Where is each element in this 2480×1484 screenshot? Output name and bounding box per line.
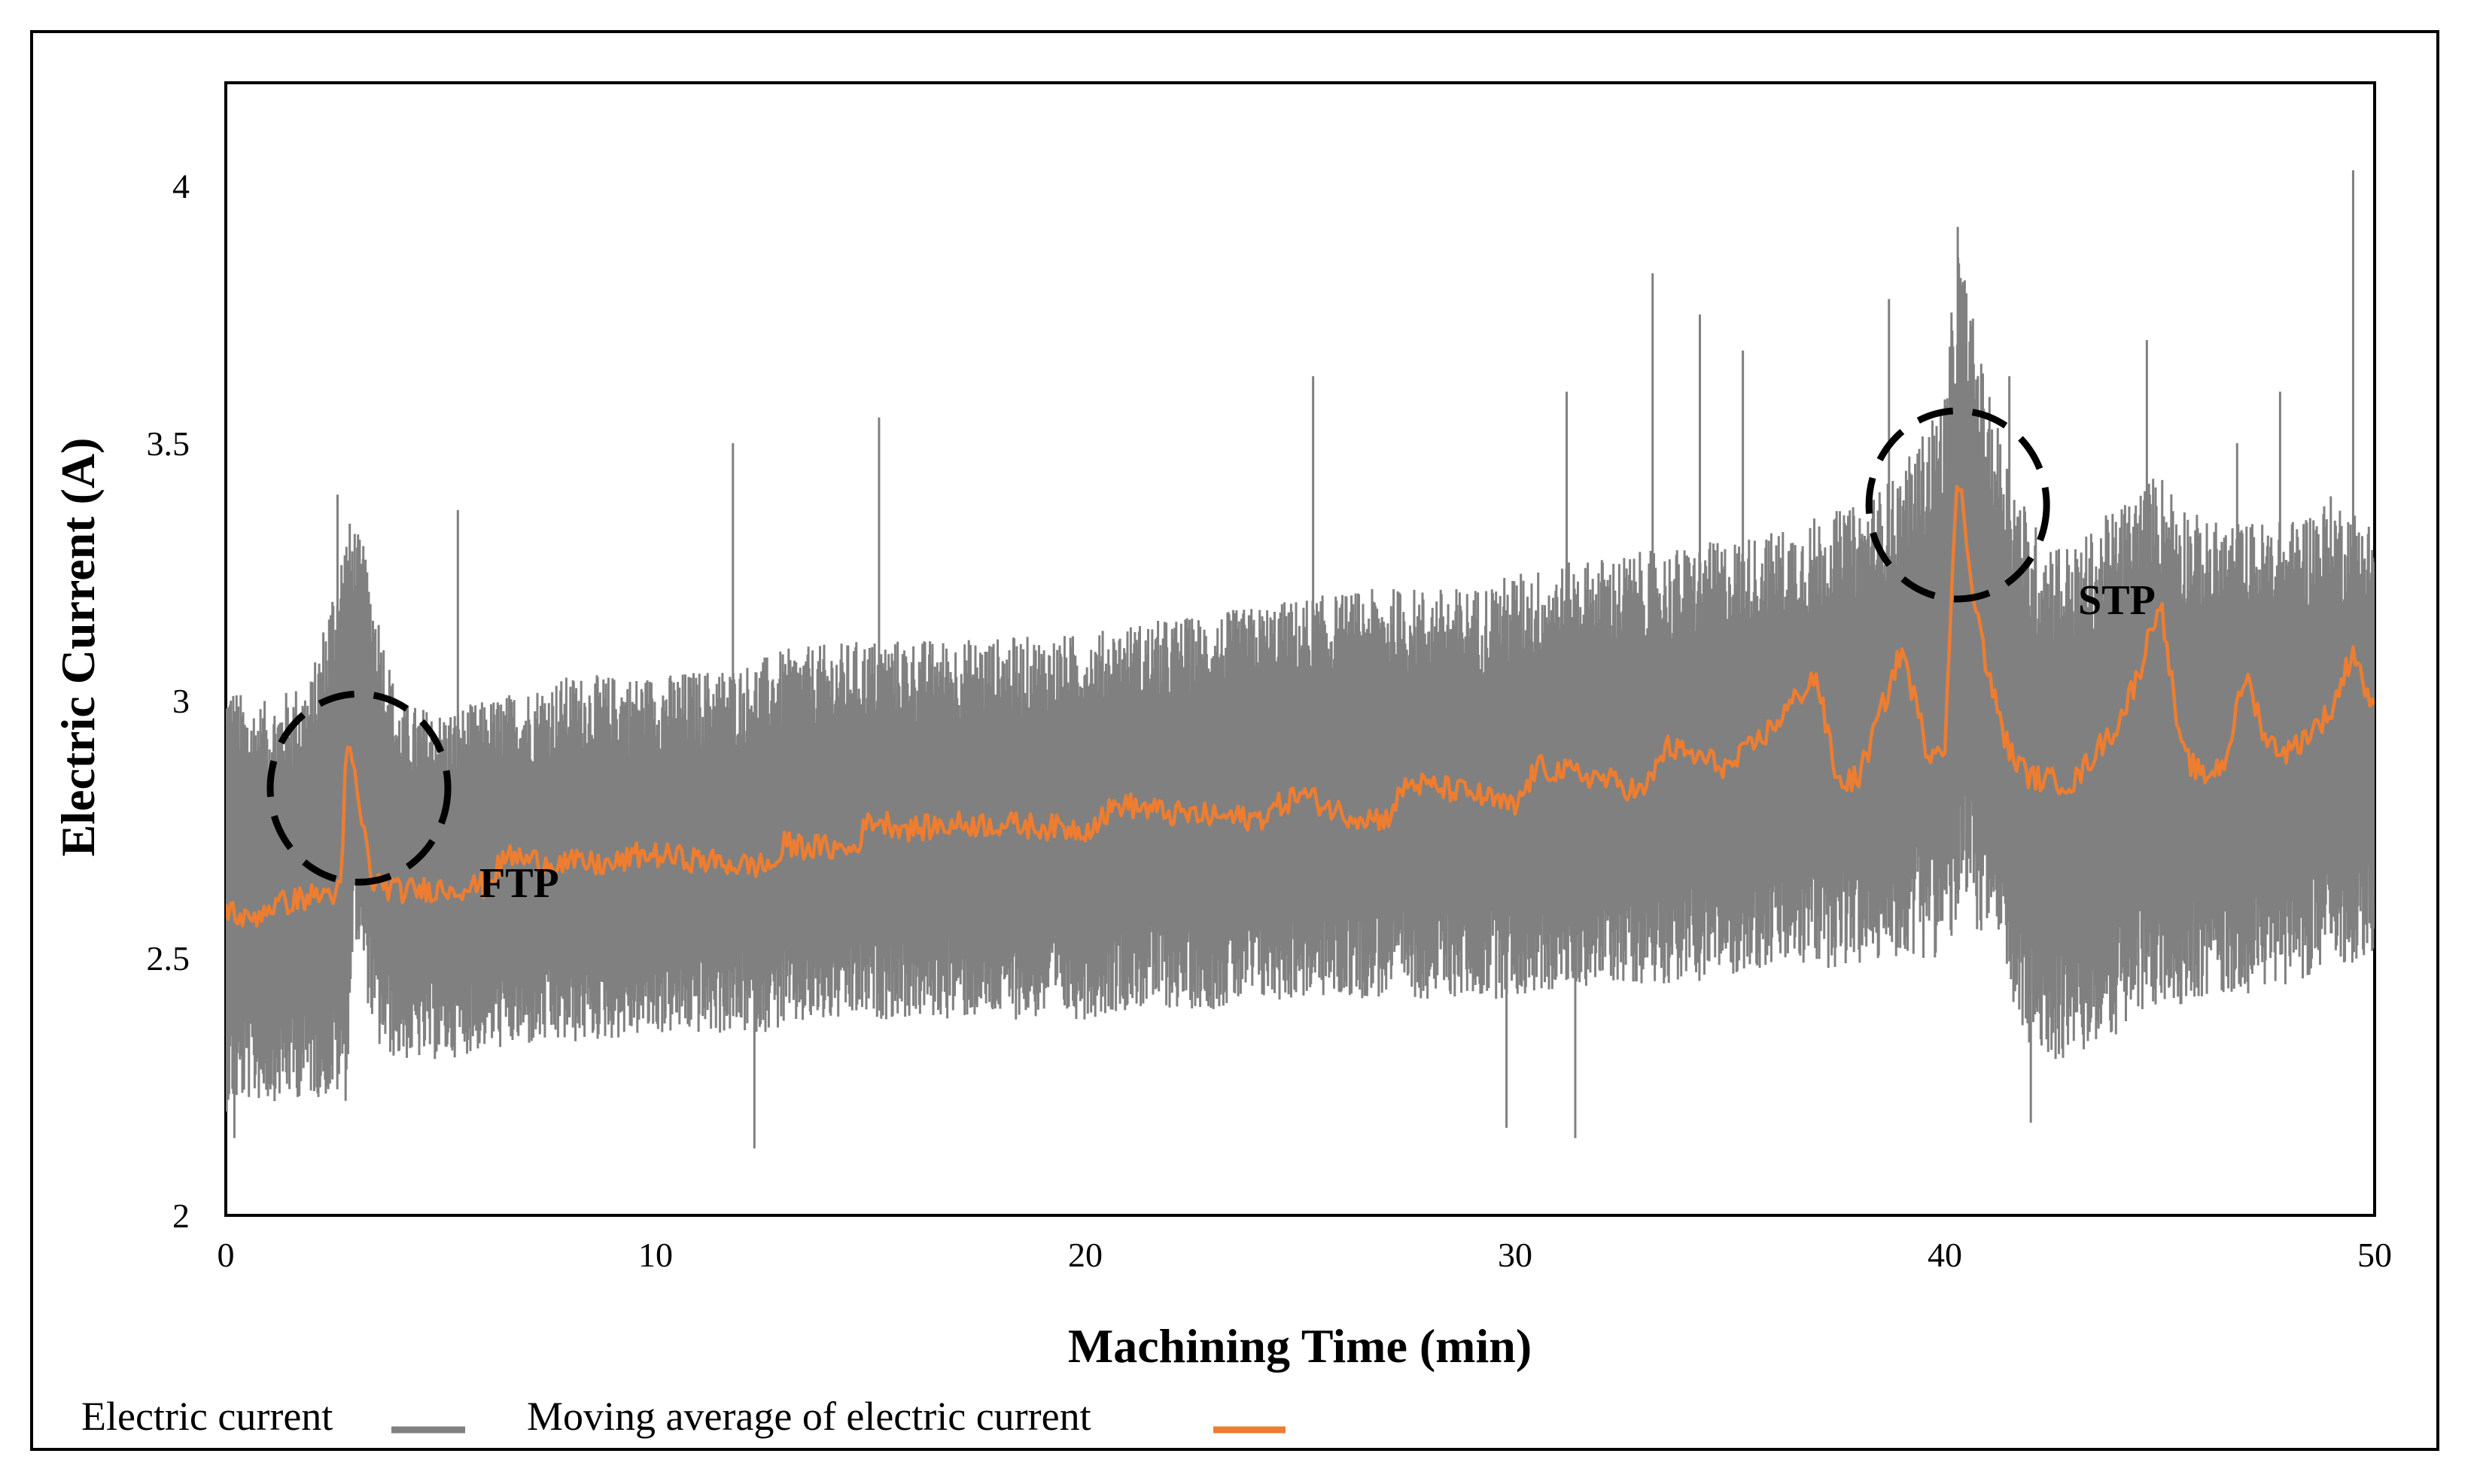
- x-tick-label: 50: [2357, 1236, 2392, 1274]
- annotations: FTP STP: [266, 407, 2156, 907]
- annotation-label-stp: STP: [2078, 577, 2156, 624]
- y-tick-label: 3.5: [147, 424, 190, 463]
- legend-label-electric-current: Electric current: [81, 1394, 333, 1439]
- y-axis-ticks: 2 2.5 3 3.5 4: [147, 167, 190, 1235]
- moving-average-series: [226, 485, 2375, 928]
- y-tick-label: 4: [172, 167, 190, 205]
- moving-average-line: [226, 485, 2375, 928]
- y-tick-label: 2.5: [147, 939, 190, 978]
- y-tick-label: 2: [172, 1197, 190, 1235]
- electric-current-series: [226, 170, 2375, 1149]
- x-axis-ticks: 0 10 20 30 40 50: [218, 1236, 2393, 1274]
- legend: Electric current Moving average of elect…: [81, 1394, 1286, 1439]
- y-tick-label: 3: [172, 682, 190, 720]
- annotation-circle-stp: [1865, 407, 2050, 603]
- figure-frame: [30, 30, 2439, 1451]
- legend-label-moving-average: Moving average of electric current: [527, 1394, 1091, 1439]
- x-tick-label: 20: [1068, 1236, 1103, 1274]
- x-axis-title: Machining Time (min): [1068, 1319, 1532, 1373]
- electric-current-line: [226, 257, 2375, 1112]
- x-tick-label: 40: [1928, 1236, 1962, 1274]
- annotation-circle-ftp: [266, 690, 452, 886]
- x-tick-label: 0: [218, 1236, 235, 1274]
- annotation-label-ftp: FTP: [479, 860, 559, 907]
- x-tick-label: 10: [638, 1236, 673, 1274]
- y-axis-title: Electric Current (A): [51, 438, 105, 857]
- x-tick-label: 30: [1498, 1236, 1532, 1274]
